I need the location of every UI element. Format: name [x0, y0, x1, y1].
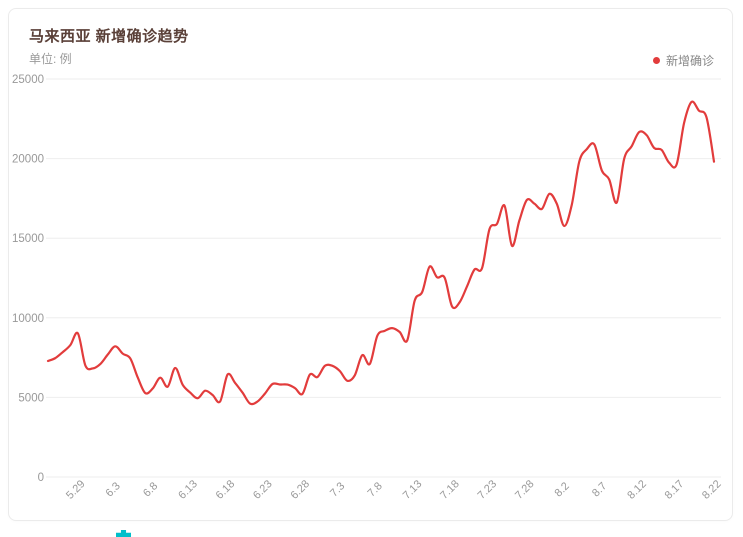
x-axis-tick-label: 8.17 [663, 478, 687, 502]
cyan-marker-partial-icon[interactable] [116, 530, 131, 537]
y-axis-tick-label: 15000 [12, 233, 44, 245]
x-axis-tick-label: 7.18 [438, 478, 462, 502]
x-axis-tick-label: 8.7 [590, 480, 609, 499]
legend-item-new-confirmed[interactable]: 新增确诊 [652, 52, 714, 69]
y-axis-tick-label: 5000 [18, 392, 44, 404]
x-axis-tick-label: 6.3 [104, 480, 123, 499]
legend-label: 新增确诊 [665, 54, 714, 68]
y-axis-tick-label: 25000 [12, 74, 44, 86]
x-axis-tick-label: 5.29 [64, 478, 88, 502]
x-axis-tick-label: 8.22 [700, 478, 724, 502]
x-axis-tick-label: 6.8 [141, 480, 160, 499]
series-line-new-confirmed [46, 100, 716, 406]
chart-title: 马来西亚 新增确诊趋势 [29, 28, 189, 45]
x-axis-tick-label: 6.13 [176, 478, 200, 502]
y-axis-tick-label: 0 [38, 472, 44, 484]
x-axis-tick-label: 7.13 [401, 478, 425, 502]
x-axis-tick-label: 7.8 [366, 480, 385, 499]
unit-label: 单位: 例 [29, 52, 72, 66]
legend-dot-icon [652, 57, 660, 64]
y-axis-tick-label: 20000 [12, 154, 44, 166]
x-axis-tick-label: 6.18 [214, 478, 238, 502]
x-axis-tick-label: 7.23 [476, 478, 500, 502]
chart-card: 马来西亚 新增确诊趋势 单位: 例 新增确诊 [8, 8, 733, 521]
x-axis-tick-label: 6.23 [251, 478, 275, 502]
y-axis-tick-label: 10000 [12, 313, 44, 325]
x-axis-tick-label: 8.2 [553, 480, 572, 499]
x-axis-tick-label: 6.28 [288, 478, 312, 502]
x-axis-tick-label: 7.28 [513, 478, 537, 502]
x-axis-tick-label: 8.12 [625, 478, 649, 502]
x-axis-tick-label: 7.3 [328, 480, 347, 499]
